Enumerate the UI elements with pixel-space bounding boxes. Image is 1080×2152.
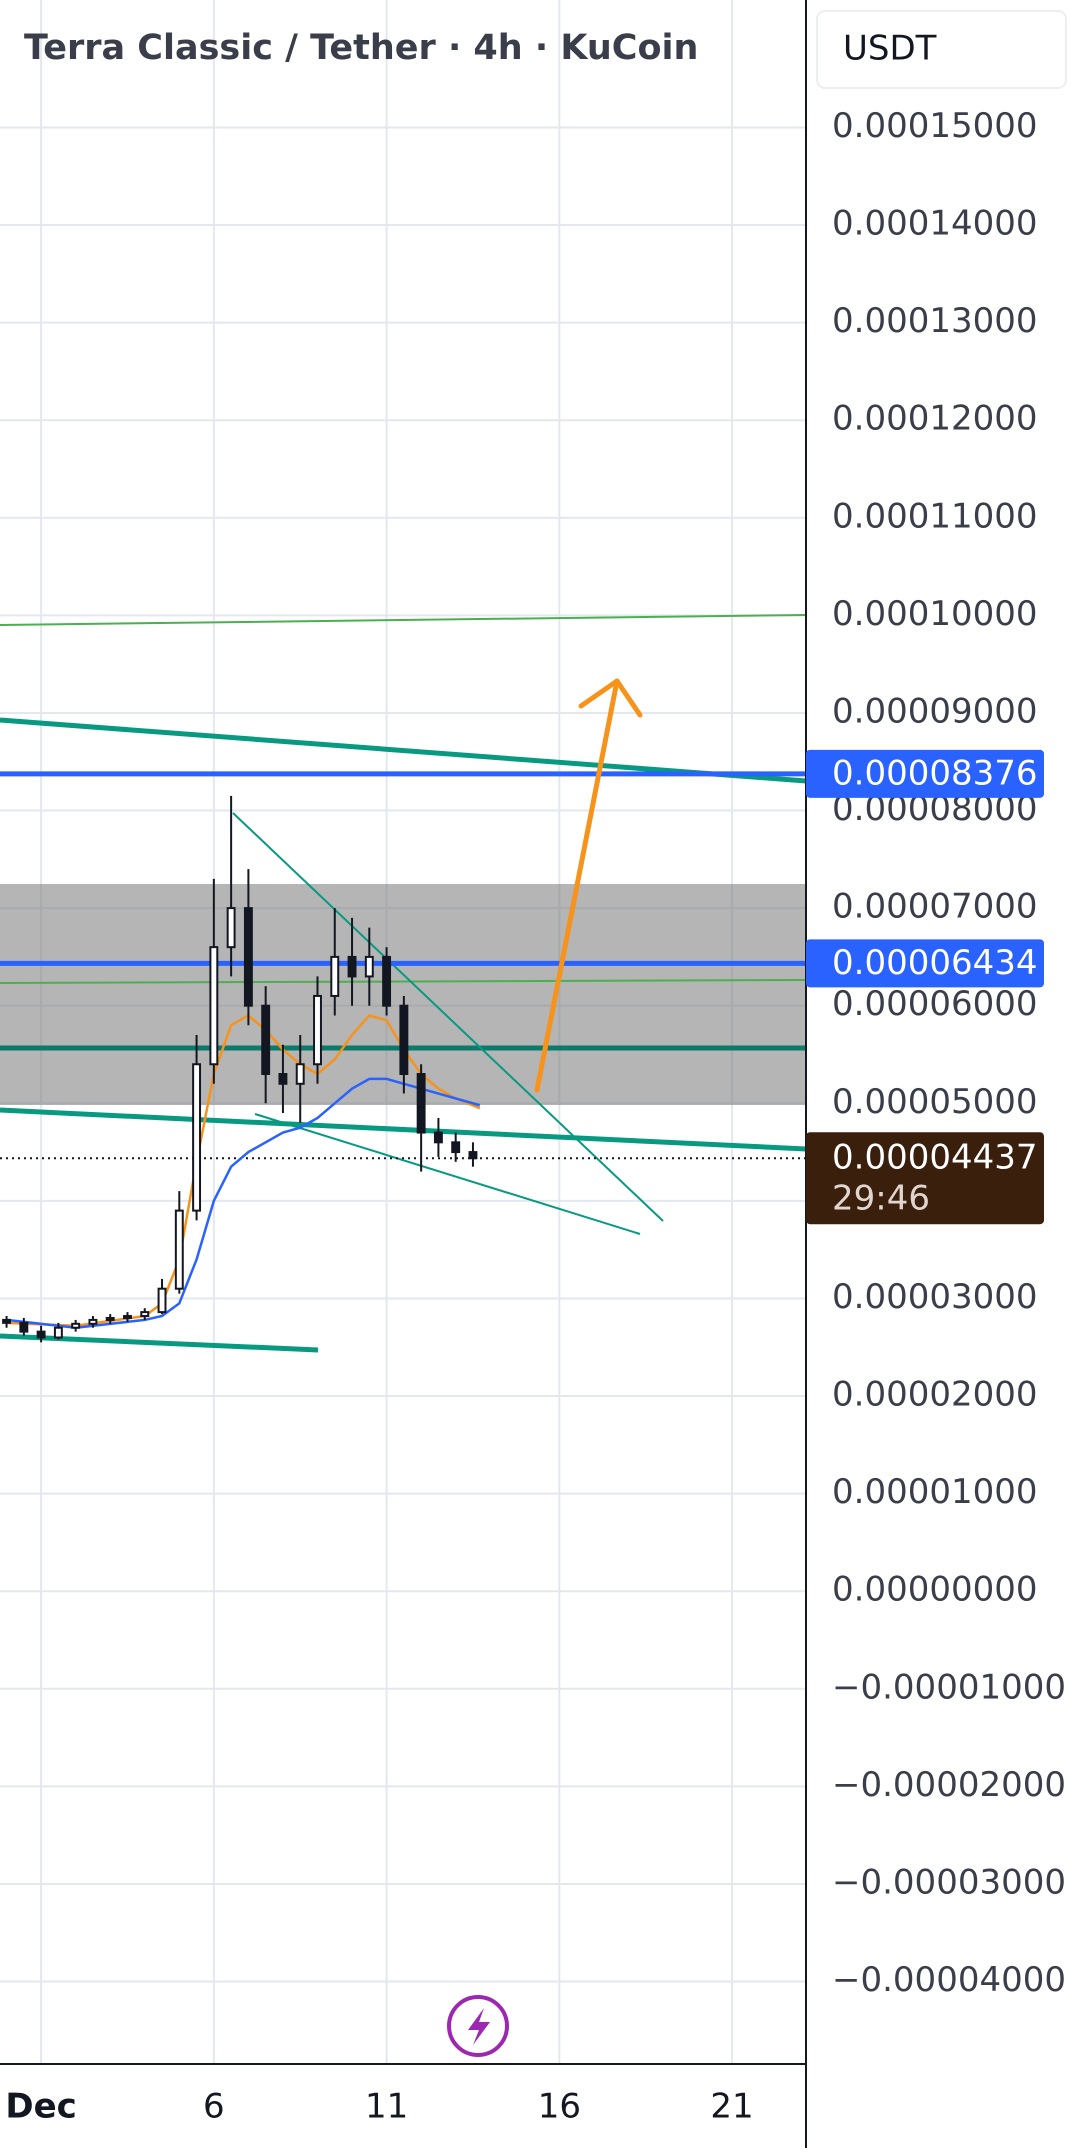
y-tick-label: 0.00014000 [832,204,1038,244]
candle-body [2,1318,12,1324]
price-axis: 0.00015000 0.00014000 0.00013000 0.00012000… [832,106,1066,2000]
price-tag-label: 0.00008376 [832,753,1038,793]
candle-body [53,1326,63,1339]
last-price-label: 0.00004437 [832,1138,1038,1178]
candle-body [123,1315,132,1320]
lightning-icon [468,2008,490,2045]
candle-body [468,1151,478,1160]
y-tick-label: 0.00007000 [832,887,1038,927]
arrow-shaft [534,678,620,1093]
trend-line [0,614,807,626]
trend-line [0,1107,807,1152]
candle-body [105,1316,115,1321]
y-tick-label: −0.00001000 [832,1667,1066,1707]
candle-body [192,1063,202,1212]
x-tick-label: Dec [5,2087,76,2127]
candle-body [399,1004,409,1076]
levels [0,771,806,1160]
candle-body [36,1330,46,1339]
candle-body [382,955,392,1007]
y-tick-label: 0.00001000 [832,1472,1038,1512]
y-tick-label: 0.00005000 [832,1082,1038,1122]
y-tick-label: −0.00003000 [832,1862,1066,1902]
y-tick-label: 0.00012000 [832,399,1038,439]
trend-line [0,1333,319,1353]
candle-body [364,955,374,978]
last-price-tag [806,1132,1044,1225]
moving-average [6,1077,481,1329]
candle-body [243,907,253,1007]
x-tick-label: 21 [710,2087,753,2127]
arrow-head [578,678,643,718]
currency-label: USDT [843,29,937,69]
candle-body [330,955,340,997]
candle-body [88,1318,98,1325]
wedge-line [254,1113,641,1235]
countdown-label: 29:46 [832,1179,930,1219]
y-tick-label: 0.00010000 [832,594,1038,634]
y-tick-label: 0.00013000 [832,301,1038,341]
candle-body [451,1141,461,1154]
price-tag [806,749,1044,798]
candle-body [313,994,322,1066]
wedge-line [232,812,664,1222]
candle-body [157,1287,167,1314]
candle-body [416,1073,426,1134]
x-tick-label: 6 [203,2087,225,2127]
candle-body [295,1063,305,1085]
y-tick-label: 0.00009000 [832,691,1038,731]
y-tick-label: 0.00006000 [832,984,1038,1024]
x-tick-label: 16 [538,2087,581,2127]
quick-action[interactable] [447,1995,509,2057]
y-tick-label: 0.00002000 [832,1375,1038,1415]
trend-line [0,717,807,784]
y-tick-label: 0.00003000 [832,1277,1038,1317]
arrow [534,678,643,1093]
y-tick-label: 0.00015000 [832,106,1038,146]
y-tick-label: −0.00004000 [832,1960,1066,2000]
candle-body [174,1209,184,1290]
candle-body [19,1321,29,1333]
candle-body [71,1322,81,1329]
moving-average [6,1013,481,1328]
candle-body [278,1073,288,1085]
price-tag-label: 0.00006434 [832,943,1038,983]
price-tag [806,939,1044,988]
currency-button[interactable] [816,10,1067,89]
x-tick-label: 11 [365,2087,408,2127]
y-tick-label: 0.00000000 [832,1570,1038,1610]
trend-line [0,979,807,984]
y-tick-label: 0.00011000 [832,496,1038,536]
candle-body [433,1131,443,1144]
plot [2,795,481,1343]
candle-body [261,1004,271,1076]
chart-title: Terra Classic / Tether · 4h · KuCoin [24,28,698,68]
candle-body [209,946,219,1066]
candle-body [347,955,357,978]
candle-body [140,1311,150,1318]
y-tick-label: −0.00002000 [832,1765,1066,1805]
candle-body [226,907,236,949]
